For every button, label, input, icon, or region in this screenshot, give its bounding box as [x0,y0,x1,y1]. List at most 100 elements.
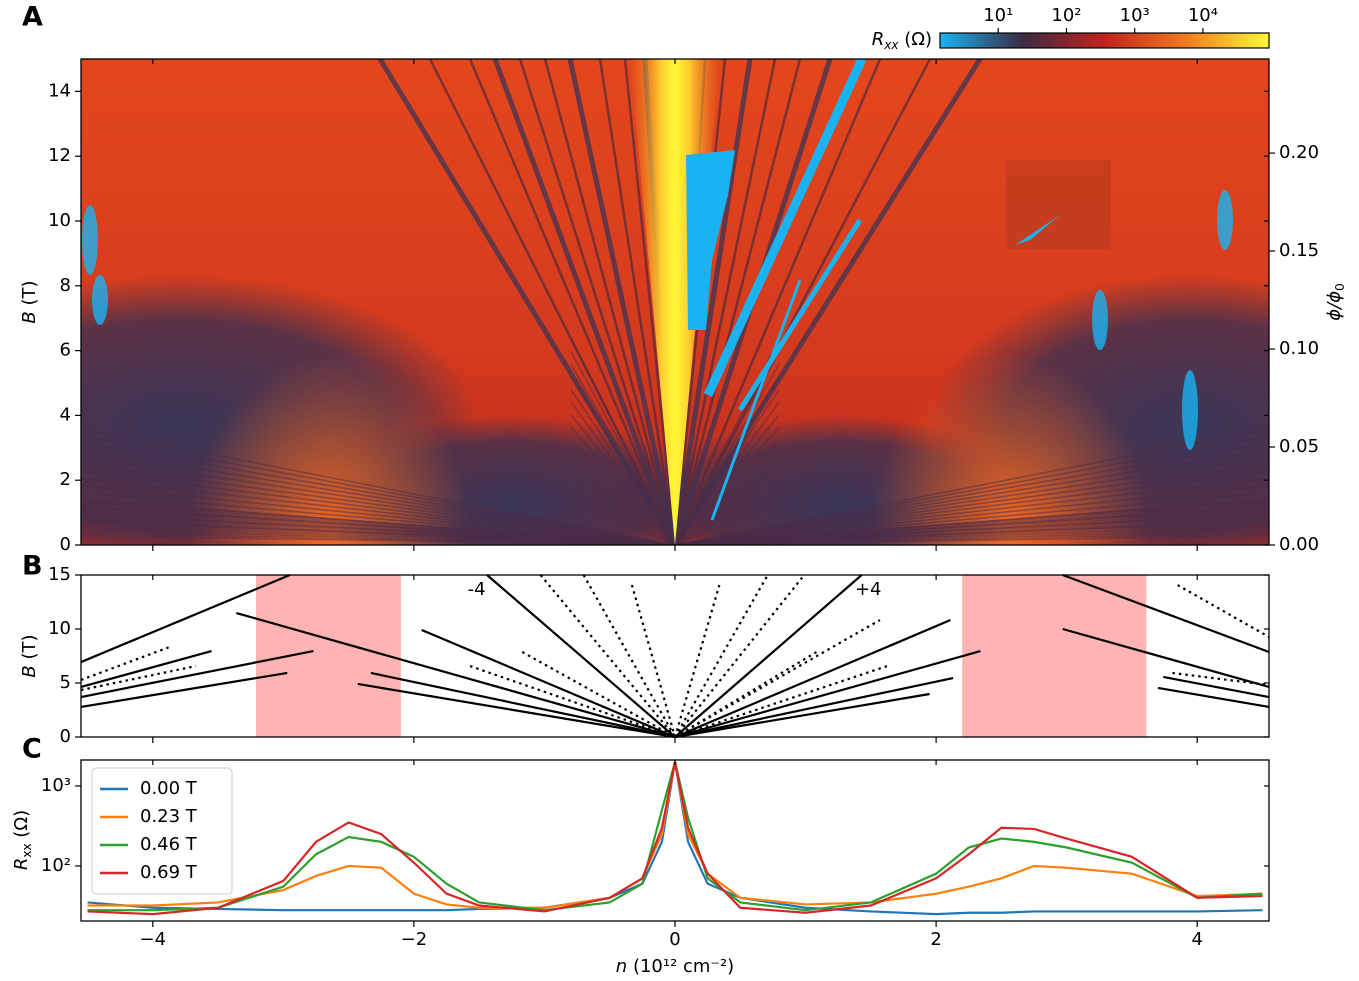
heatmap-fan-line [674,442,1269,545]
heatmap-fan-line [81,526,676,545]
heatmap-fan-line [81,518,676,545]
heatmap-fan-line [674,464,780,545]
y-axis-label: B (T) [19,634,40,677]
heatmap-fan-line [81,532,676,545]
colorbar-label: Rxx (Ω) [872,29,932,52]
heatmap-fan-line [81,523,676,545]
heatmap-cyan [92,275,108,325]
heatmap-fan-line [674,389,780,545]
heatmap-fan-line [570,338,676,545]
heatmap-fan-line [468,59,677,545]
heatmap-fan-line [81,470,676,545]
heatmap-fan-line [81,499,676,545]
fan-line [1157,686,1270,709]
fan-line [674,574,806,738]
fan-line [80,649,212,689]
heatmap-fan-line [81,492,676,545]
heatmap-fan-line [570,464,676,545]
heatmap-cyan [686,150,735,330]
heatmap-fan-line [674,452,780,545]
heatmap-fan-line [570,364,676,545]
y2-tick-label: 0.00 [1279,534,1319,555]
heatmap-fan-line [674,484,1269,545]
fan-line [674,649,981,739]
heatmap-fan-line [674,523,1269,545]
panel-label: A [22,2,43,33]
y-tick-label: 0 [60,534,71,555]
legend-label: 0.23 T [140,806,198,827]
heatmap-fan-line [674,510,1269,545]
heatmap-fan-line [674,439,780,545]
heatmap-fan-line [672,59,753,545]
heatmap-fan-line [570,426,676,545]
heatmap-fan-line [81,535,676,545]
heatmap-fan-line [81,504,676,545]
fan-line [1062,573,1270,654]
series-line [87,761,1263,916]
heatmap-fan-line [570,477,676,545]
heatmap-fan-line [673,59,882,545]
y-tick-label: 10 [48,210,71,231]
x-tick-label: −2 [401,929,428,950]
shaded-region [255,575,401,737]
colorbar-tick-label: 10¹ [983,5,1013,26]
fan-line [674,574,863,738]
heatmap-fan-line [674,435,1269,545]
heatmap-cyan [737,218,863,412]
heatmap-cyan [1092,290,1108,350]
fan-line [539,574,676,738]
heatmap-fan-line [673,59,932,545]
heatmap-fan-line [81,515,676,545]
heatmap-fan-line [81,477,676,545]
heatmap-cyan [1015,215,1060,245]
heatmap-fan-line [518,59,677,545]
x-tick-label: −4 [140,929,167,950]
colorbar-tick-label: 10² [1051,5,1081,26]
heatmap-fan-line [673,59,777,545]
fan-line [674,676,954,739]
y-tick-label: 12 [48,145,71,166]
fan-line [1163,675,1270,699]
y-tick-label: 2 [60,469,71,490]
heatmap-fan-line [543,59,677,545]
heatmap-fan-line [570,489,676,545]
y-tick-label: 10² [41,855,71,876]
heatmap-fan-line [674,501,1269,545]
y-tick-label: 5 [60,672,71,693]
heatmap-fan-line [674,489,780,545]
colorbar-tick-label: 10³ [1120,5,1150,26]
fan-line [630,584,677,738]
heatmap-fan-line [674,535,1269,545]
fan-line [674,574,769,738]
legend-label: 0.69 T [140,862,198,883]
fan-line [486,574,676,738]
x-tick-label: 4 [1191,929,1202,950]
heatmap-fan-line [674,364,780,545]
x-axis-label: n (10¹² cm⁻²) [616,956,734,977]
heatmap-inset [1006,160,1111,249]
fan-line [673,584,721,738]
y-tick-label: 8 [60,275,71,296]
heatmap-fan-line [81,484,676,545]
legend-label: 0.00 T [140,778,198,799]
fan-line [370,671,676,739]
heatmap-fan-line [674,449,1269,545]
heatmap-cyan [82,205,98,275]
heatmap-fan-line [570,502,676,545]
heatmap-fan-line [674,477,780,545]
heatmap-fan-line [598,59,677,545]
series-line [87,761,1263,916]
heatmap-fan-line [674,507,1269,545]
heatmap-cyan [703,59,867,397]
y2-tick-label: 0.20 [1279,142,1319,163]
heatmap-fan-line [81,442,676,545]
fan-line [674,692,930,739]
heatmap-fan-line [674,532,1269,545]
heatmap-fan-line [570,452,676,545]
heatmap-fan-line [81,510,676,545]
heatmap-fan-line [674,427,1269,545]
legend-box [91,767,233,895]
y-tick-label: 10 [48,618,71,639]
heatmap-fan-line [81,512,676,545]
y-axis-label: Rxx (Ω) [11,810,34,870]
